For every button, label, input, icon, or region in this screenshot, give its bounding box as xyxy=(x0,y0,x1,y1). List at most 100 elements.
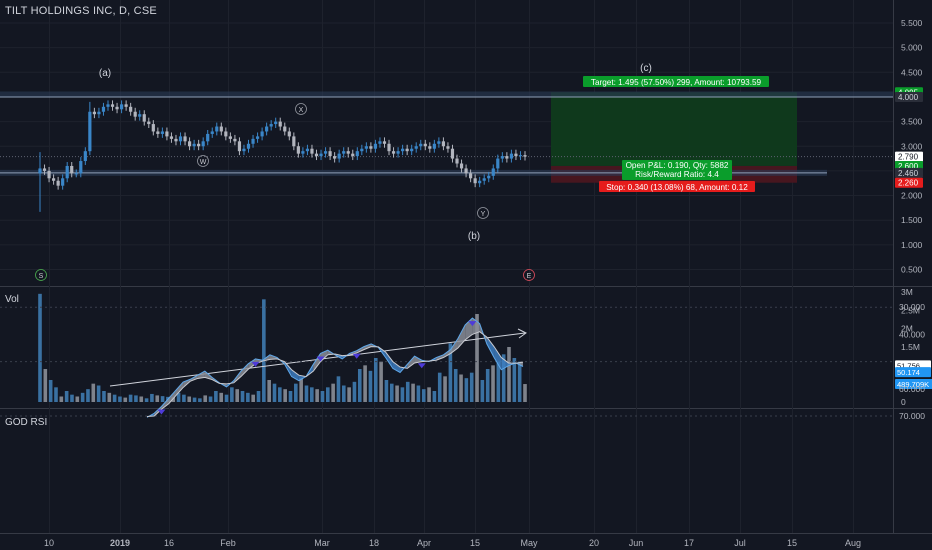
wave-label-x: X xyxy=(299,107,304,114)
candle-body xyxy=(491,168,495,176)
candle-body xyxy=(446,146,450,149)
rsi-tag-b: 50.174 xyxy=(897,368,920,377)
rsi-cloud-segment xyxy=(414,356,422,363)
candle-body xyxy=(269,124,273,127)
x-axis-tick-label: Aug xyxy=(845,538,861,548)
candle-body xyxy=(74,173,78,175)
rsi-signal-marker xyxy=(251,361,260,367)
candle-body xyxy=(255,136,260,139)
candle-body xyxy=(246,143,251,149)
candle-body xyxy=(496,158,500,169)
volume-current-tag-bg xyxy=(895,379,932,390)
candle-body xyxy=(373,143,378,149)
wave-label-w-circle xyxy=(197,155,209,167)
volume-bar xyxy=(187,396,192,402)
x-axis-tick-label: 15 xyxy=(787,538,797,548)
stop-price-tag-bg xyxy=(895,177,923,188)
volume-bar xyxy=(123,397,128,402)
volume-bar xyxy=(48,380,53,402)
volume-bar xyxy=(54,387,58,402)
volume-bar xyxy=(437,372,442,402)
volume-current-tag: 489.709K xyxy=(897,380,929,389)
candle-body xyxy=(187,141,192,147)
volume-bar xyxy=(251,394,255,402)
rsi-cloud-segment xyxy=(436,354,444,361)
candle-body xyxy=(156,131,160,134)
candle-body xyxy=(65,165,69,179)
candle-body xyxy=(115,106,119,110)
volume-bar xyxy=(150,393,154,402)
target-annotation: Target: 1.495 (57.50%) 299, Amount: 1079… xyxy=(591,78,762,87)
candle-body xyxy=(197,143,201,147)
volume-bar xyxy=(341,385,346,402)
wave-label-b: (b) xyxy=(468,231,480,242)
resistance-price-tag: 4.000 xyxy=(898,93,919,102)
candle-body xyxy=(251,138,255,144)
volume-bar xyxy=(368,370,373,402)
x-axis-tick-label: Jun xyxy=(629,538,644,548)
volume-bar xyxy=(395,385,399,402)
resistance-price-tag-bg xyxy=(895,91,923,102)
volume-bar xyxy=(160,396,165,402)
stop-annotation: Stop: 0.340 (13.08%) 68, Amount: 0.12 xyxy=(606,183,748,192)
candle-body xyxy=(310,148,314,154)
volume-bar xyxy=(384,380,389,402)
price-axis-tick-label: 2.000 xyxy=(901,191,923,201)
rsi-cloud-segment xyxy=(291,369,299,381)
candle-body xyxy=(346,151,350,154)
x-axis-tick-label: May xyxy=(520,538,538,548)
candle-body xyxy=(351,153,355,157)
x-axis-tick-label: Feb xyxy=(220,538,236,548)
rsi-signal-marker xyxy=(352,353,361,359)
rsi-cloud-segment xyxy=(175,382,184,396)
candle-body xyxy=(110,104,115,107)
current-price-tag-bg xyxy=(895,151,923,162)
volume-axis-tick-label: 0 xyxy=(901,397,906,407)
rsi-signal-marker xyxy=(316,356,325,362)
candle-body xyxy=(201,141,205,147)
volume-bar xyxy=(320,391,325,402)
x-axis-tick-label: Mar xyxy=(314,538,330,548)
candle-body xyxy=(42,168,47,171)
volume-trend-arrowhead xyxy=(517,328,527,339)
wave-label-y-circle xyxy=(477,207,489,219)
candle-body xyxy=(364,146,368,149)
rsi-tag-b-bg xyxy=(895,367,931,378)
candle-body xyxy=(342,151,346,154)
candle-body xyxy=(360,148,364,152)
x-axis-tick-label: 16 xyxy=(164,538,174,548)
candle-body xyxy=(419,143,423,147)
volume-bar xyxy=(80,392,85,402)
candle-body xyxy=(387,143,391,152)
volume-bar xyxy=(475,314,479,402)
candle-body xyxy=(79,161,83,174)
wave-label-y: Y xyxy=(481,211,486,218)
candle-body xyxy=(305,148,310,152)
x-axis-tick-label: 18 xyxy=(369,538,379,548)
candle-body xyxy=(333,156,337,159)
volume-bar xyxy=(64,391,69,402)
volume-bar xyxy=(144,398,149,402)
rsi-cloud-segment xyxy=(501,357,509,370)
volume-bar xyxy=(310,387,314,402)
candle-body xyxy=(97,111,101,115)
candle-body xyxy=(464,168,468,174)
volume-bar xyxy=(230,387,234,402)
volume-bar xyxy=(480,380,485,402)
volume-bar xyxy=(352,381,357,402)
price-axis-tick-label: 1.000 xyxy=(901,240,923,250)
rsi-axis-tick-label: 60.000 xyxy=(899,384,925,394)
volume-bar xyxy=(485,369,490,402)
rsi-cloud-segment xyxy=(486,337,495,358)
volume-bar xyxy=(453,369,458,402)
candle-body xyxy=(147,121,151,125)
candle-body xyxy=(124,104,128,107)
volume-bar xyxy=(203,395,208,402)
price-axis-tick-label: 3.000 xyxy=(901,141,923,151)
volume-bar xyxy=(459,374,463,402)
volume-bar xyxy=(283,389,287,402)
price-axis-tick-label: 4.500 xyxy=(901,67,923,77)
volume-bar xyxy=(182,394,186,402)
volume-bar xyxy=(139,396,144,402)
x-axis-tick-label: Jul xyxy=(734,538,746,548)
